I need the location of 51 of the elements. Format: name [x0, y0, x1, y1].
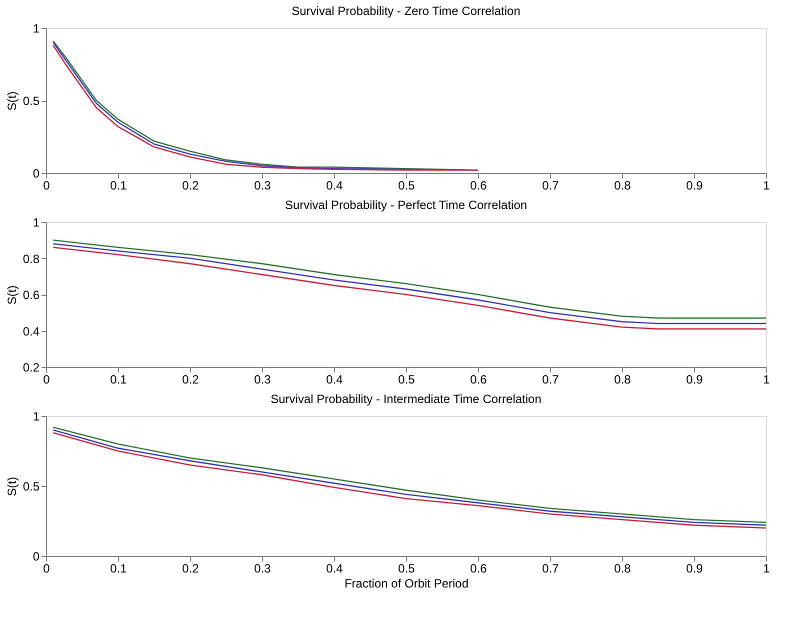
x-tick-label: 0 — [43, 178, 50, 192]
x-tick-label: 0.7 — [542, 372, 560, 386]
x-tick-label: 0.3 — [254, 372, 272, 386]
x-tick-label: 0.1 — [110, 178, 128, 192]
y-tick-label: 0.6 — [22, 288, 40, 302]
chart-title: Survival Probability - Zero Time Correlation — [292, 4, 520, 18]
x-tick-label: 0.8 — [614, 178, 632, 192]
x-tick-label: 0.6 — [470, 372, 488, 386]
y-tick-label: 0.2 — [22, 360, 40, 374]
x-tick-label: 0.5 — [398, 562, 416, 576]
x-tick-label: 0.8 — [614, 372, 632, 386]
x-tick-label: 0.2 — [182, 562, 200, 576]
x-tick-label: 0.9 — [686, 562, 704, 576]
x-tick-label: 0 — [43, 562, 50, 576]
x-tick-label: 0.5 — [398, 178, 416, 192]
x-tick-label: 0.8 — [614, 562, 632, 576]
x-axis-title: Fraction of Orbit Period — [344, 576, 469, 590]
y-tick-label: 0.4 — [22, 324, 40, 338]
x-tick-label: 0.1 — [110, 372, 128, 386]
chart-title: Survival Probability - Perfect Time Correlation — [284, 198, 528, 212]
x-tick-label: 0.9 — [686, 372, 704, 386]
x-tick-label: 0.5 — [398, 372, 416, 386]
y-tick-label: 0.5 — [22, 480, 40, 494]
x-tick-label: 1 — [763, 178, 770, 192]
x-tick-label: 0.6 — [470, 562, 488, 576]
y-tick-label: 1 — [32, 216, 40, 230]
chart-title: Survival Probability - Intermediate Time Correlation — [270, 392, 542, 406]
x-tick-label: 0 — [43, 372, 50, 386]
x-tick-label: 1 — [763, 372, 770, 386]
y-tick-label: 1 — [32, 410, 40, 424]
x-tick-label: 0.7 — [542, 562, 560, 576]
y-tick-label: 0 — [32, 550, 40, 564]
y-axis-title: S(t) — [4, 285, 19, 305]
x-tick-label: 0.1 — [110, 562, 128, 576]
x-tick-label: 1 — [763, 562, 770, 576]
x-tick-label: 0.2 — [182, 372, 200, 386]
x-tick-label: 0.9 — [686, 178, 704, 192]
x-tick-label: 0.4 — [326, 178, 344, 192]
y-tick-label: 0 — [32, 166, 40, 180]
y-tick-label: 0.5 — [22, 94, 40, 108]
x-tick-label: 0.3 — [254, 562, 272, 576]
x-tick-label: 0.3 — [254, 178, 272, 192]
y-tick-label: 0.8 — [22, 252, 40, 266]
y-tick-label: 1 — [32, 22, 40, 36]
y-axis-title: S(t) — [4, 476, 19, 496]
y-axis-title: S(t) — [4, 91, 19, 111]
x-tick-label: 0.7 — [542, 178, 560, 192]
x-tick-label: 0.4 — [326, 562, 344, 576]
x-tick-label: 0.6 — [470, 178, 488, 192]
x-tick-label: 0.4 — [326, 372, 344, 386]
x-tick-label: 0.2 — [182, 178, 200, 192]
